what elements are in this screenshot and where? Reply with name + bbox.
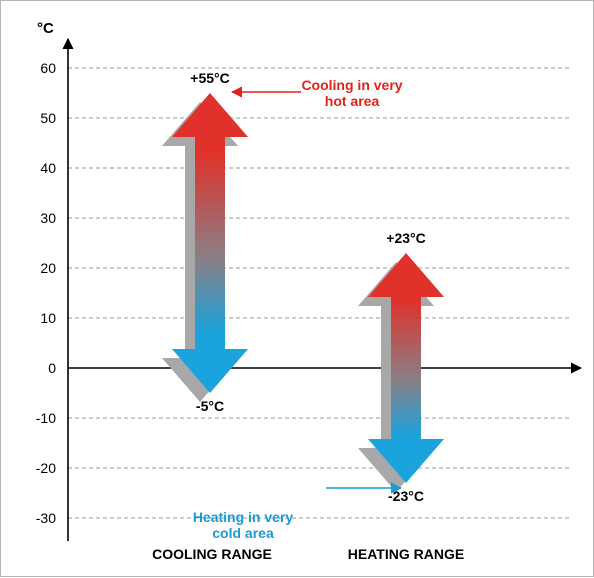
range-arrow-heating (368, 253, 444, 483)
annotation-text: cold area (212, 525, 274, 541)
y-tick-label: -10 (36, 410, 56, 426)
y-tick-label: 0 (48, 360, 56, 376)
y-tick-label: 10 (40, 310, 56, 326)
y-tick-label: -30 (36, 510, 56, 526)
y-unit-label: °C (37, 20, 54, 37)
y-tick-label: -20 (36, 460, 56, 476)
min-label: -23°C (388, 488, 424, 504)
annotation-text: Cooling in very (301, 77, 402, 93)
range-arrow-cooling (172, 93, 248, 393)
y-tick-label: 60 (40, 60, 56, 76)
min-label: -5°C (196, 398, 224, 414)
y-tick-label: 40 (40, 160, 56, 176)
y-tick-label: 50 (40, 110, 56, 126)
annotation-text: Heating in very (193, 509, 294, 525)
max-label: +55°C (190, 70, 229, 86)
x-category-label: COOLING RANGE (152, 546, 272, 562)
max-label: +23°C (386, 230, 425, 246)
y-tick-label: 30 (40, 210, 56, 226)
y-tick-label: 20 (40, 260, 56, 276)
annotation-text: hot area (325, 93, 380, 109)
x-category-label: HEATING RANGE (348, 546, 464, 562)
